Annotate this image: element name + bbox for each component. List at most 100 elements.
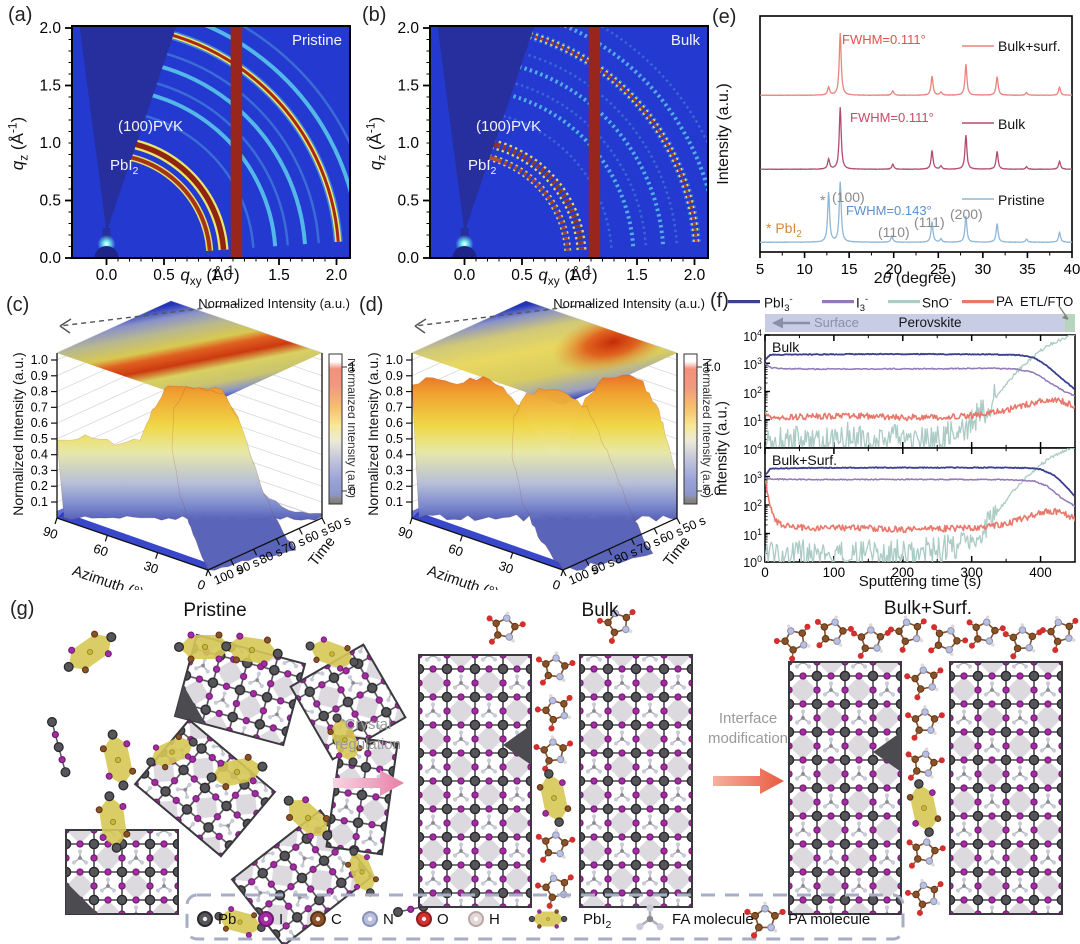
svg-text:400: 400 bbox=[1029, 565, 1052, 580]
ring-label-pbi2: PbI2 bbox=[110, 157, 139, 177]
stage-title-bulk: Bulk bbox=[581, 600, 619, 621]
svg-text:0.6: 0.6 bbox=[386, 416, 403, 430]
colorbar bbox=[683, 353, 698, 505]
svg-text:1.0: 1.0 bbox=[569, 267, 591, 284]
svg-text:25: 25 bbox=[930, 261, 947, 278]
legend-swatch bbox=[728, 300, 760, 304]
svg-text:40: 40 bbox=[1064, 261, 1080, 278]
legend-i: I bbox=[279, 911, 284, 928]
legend-swatch bbox=[888, 300, 920, 304]
svg-text:0.0: 0.0 bbox=[349, 484, 355, 498]
legend-sno: SnO- bbox=[922, 294, 953, 311]
svg-text:60: 60 bbox=[92, 541, 111, 560]
banner-perovskite-label: Perovskite bbox=[898, 315, 962, 330]
perovskite-grain bbox=[949, 661, 1063, 915]
legend-n: N bbox=[383, 911, 394, 928]
svg-text:10: 10 bbox=[796, 261, 813, 278]
x-axis-label: qxy (Å-1) bbox=[538, 263, 598, 289]
schematic-art bbox=[46, 600, 1080, 944]
fwhm-pristine: FWHM=0.143° bbox=[846, 203, 932, 218]
svg-text:20: 20 bbox=[885, 261, 902, 278]
panel-e-xrd: 5 10 15 20 25 30 35 40 (e) Intensity (a.u.) 2θ … bbox=[710, 0, 1080, 290]
stage-title-bulk-surf: Bulk+Surf. bbox=[883, 598, 973, 619]
sims-series-group bbox=[765, 448, 1075, 562]
svg-text:0.0: 0.0 bbox=[704, 484, 720, 498]
sims-trace-PbI3- bbox=[765, 466, 1075, 498]
subplot-label-bulk: Bulk bbox=[772, 339, 800, 355]
sample-label-bulk: Bulk bbox=[670, 32, 700, 49]
intensity-surface bbox=[56, 385, 323, 571]
svg-text:1.0: 1.0 bbox=[397, 135, 419, 152]
xrd-curve-Bulk bbox=[759, 107, 1072, 171]
colorbar bbox=[328, 353, 343, 505]
peak-label-100: (100) bbox=[832, 189, 865, 205]
ytick: 101 bbox=[743, 413, 762, 430]
giwaxs-plot-b: 0.0 0.0 0.5 0.5 1.0 1.0 1.5 1.5 2.0 2.0 bbox=[397, 20, 709, 284]
panel-a-giwaxs-pristine: 0.0 0.0 0.5 0.5 1.0 1.0 1.5 1.5 2.0 2.0 (a) Prist… bbox=[0, 0, 355, 290]
missing-wedge bbox=[437, 26, 535, 232]
legend-swatch bbox=[962, 300, 994, 304]
sims-trace-SnO- bbox=[765, 335, 1075, 448]
sims-series-group bbox=[765, 335, 1075, 448]
svg-text:0.0: 0.0 bbox=[96, 267, 118, 284]
beamstop bbox=[452, 246, 477, 258]
x-axis-label: 2θ (degree) bbox=[873, 270, 957, 287]
detector-gap bbox=[230, 26, 243, 258]
perovskite-grain bbox=[289, 643, 407, 761]
svg-text:90: 90 bbox=[396, 523, 415, 542]
svg-text:2.0: 2.0 bbox=[326, 267, 348, 284]
svg-text:0.0: 0.0 bbox=[397, 250, 419, 267]
svg-text:1.5: 1.5 bbox=[39, 78, 61, 95]
legend-bulk: Bulk bbox=[998, 116, 1026, 132]
legend-swatch bbox=[822, 300, 854, 304]
svg-text:1.0: 1.0 bbox=[704, 360, 720, 374]
giwaxs-plot-a: 0.0 0.0 0.5 0.5 1.0 1.0 1.5 1.5 2.0 2.0 bbox=[39, 20, 351, 284]
svg-text:1.0: 1.0 bbox=[31, 353, 48, 367]
ytick: 102 bbox=[743, 385, 762, 402]
svg-text:1.0: 1.0 bbox=[386, 353, 403, 367]
projection-label: Normalized Intensity (a.u.) bbox=[553, 296, 705, 311]
etl-band bbox=[1065, 314, 1075, 332]
sims-trace-PbI3- bbox=[765, 352, 1075, 391]
svg-text:0.0: 0.0 bbox=[454, 267, 476, 284]
y-axis-label: Intensity (a.u.) bbox=[713, 400, 731, 497]
fwhm-bulk: FWHM=0.111° bbox=[850, 110, 934, 125]
ytick: 100 bbox=[743, 554, 762, 571]
surface-arrow-icon bbox=[772, 317, 783, 329]
svg-text:200: 200 bbox=[892, 565, 915, 580]
ring-label-pbi2: PbI2 bbox=[468, 157, 497, 177]
svg-text:2.0: 2.0 bbox=[39, 20, 61, 37]
svg-text:0.4: 0.4 bbox=[386, 448, 403, 462]
sims-trace-PA bbox=[765, 397, 1075, 422]
legend-bulk-surf: Bulk+surf. bbox=[998, 38, 1061, 54]
sims-trace-SnO- bbox=[765, 448, 1075, 562]
legend-c: C bbox=[331, 911, 342, 928]
layer-banner bbox=[765, 314, 1075, 332]
svg-text:1.5: 1.5 bbox=[268, 267, 290, 284]
svg-text:100: 100 bbox=[823, 565, 846, 580]
peak-label-200: (200) bbox=[950, 206, 983, 222]
stage-title-pristine: Pristine bbox=[183, 600, 247, 621]
svg-text:1.0: 1.0 bbox=[211, 267, 233, 284]
svg-text:0.8: 0.8 bbox=[386, 385, 403, 399]
svg-text:1.5: 1.5 bbox=[626, 267, 648, 284]
y-axis-label: qz (Å-1) bbox=[363, 116, 389, 171]
svg-text:0: 0 bbox=[551, 576, 563, 590]
perovskite-grain bbox=[579, 654, 693, 908]
banner-surface-label: Surface bbox=[814, 315, 859, 330]
svg-text:0.2: 0.2 bbox=[386, 479, 403, 493]
svg-text:15: 15 bbox=[841, 261, 858, 278]
xrd-plot: 5 10 15 20 25 30 35 40 bbox=[756, 15, 1080, 278]
svg-text:0.5: 0.5 bbox=[153, 267, 175, 284]
sims-trace-I3- bbox=[765, 363, 1075, 397]
sims-trace-PA bbox=[765, 480, 1075, 534]
peak-label-110: (110) bbox=[878, 224, 910, 240]
svg-text:0.0: 0.0 bbox=[39, 250, 61, 267]
svg-text:300: 300 bbox=[960, 565, 983, 580]
ytick: 101 bbox=[743, 527, 762, 544]
sample-label-pristine: Pristine bbox=[291, 32, 342, 49]
x-axis-label: qxy (Å-1) bbox=[180, 263, 240, 289]
svg-text:0.1: 0.1 bbox=[31, 495, 48, 509]
svg-text:0.5: 0.5 bbox=[511, 267, 533, 284]
